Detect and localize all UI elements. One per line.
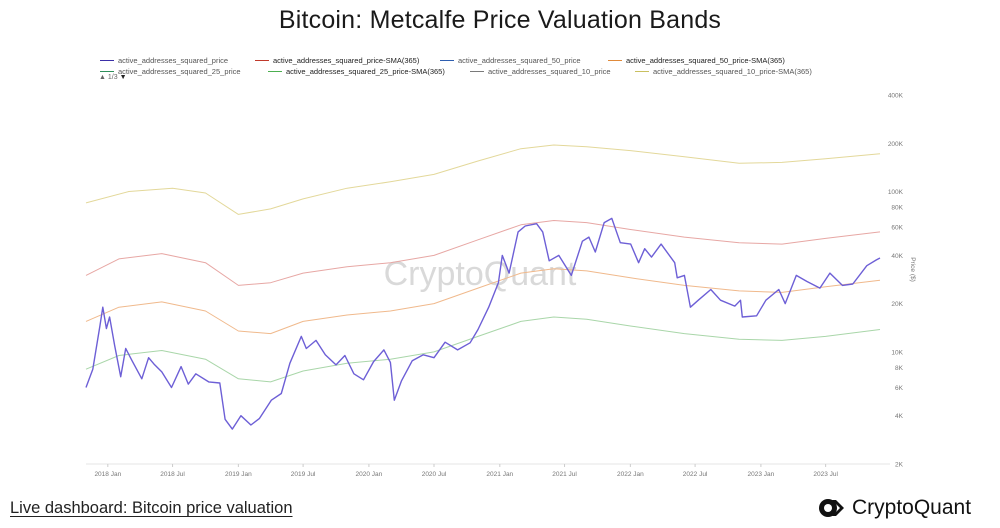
series-line-3 — [85, 316, 881, 383]
legend-item[interactable]: active_addresses_squared_25_price — [100, 67, 241, 76]
legend-item[interactable]: active_addresses_squared_50_price-SMA(36… — [608, 56, 785, 65]
live-dashboard-link[interactable]: Live dashboard: Bitcoin price valuation — [10, 499, 293, 517]
watermark-layer: CryptoQuant — [384, 255, 577, 293]
y-tick-label: 40K — [891, 253, 903, 260]
legend-swatch — [608, 60, 622, 61]
legend-item[interactable]: active_addresses_squared_price-SMA(365) — [255, 56, 419, 65]
y-tick-label: 20K — [891, 301, 903, 308]
x-tick-label: 2020 Jul — [422, 471, 447, 478]
legend-label: active_addresses_squared_50_price — [458, 56, 581, 65]
legend-swatch — [635, 71, 649, 72]
series-line-1 — [85, 220, 881, 286]
legend-label: active_addresses_squared_25_price-SMA(36… — [286, 67, 445, 76]
legend-label: active_addresses_squared_50_price-SMA(36… — [626, 56, 785, 65]
y-tick-label: 400K — [888, 93, 904, 100]
y-tick-label: 4K — [895, 413, 904, 420]
legend-swatch — [268, 71, 282, 72]
x-tick-label: 2021 Jan — [486, 471, 513, 478]
legend-label: active_addresses_squared_10_price-SMA(36… — [653, 67, 812, 76]
y-tick-label: 200K — [888, 141, 904, 148]
legend-label: active_addresses_squared_25_price — [118, 67, 241, 76]
legend-item[interactable]: active_addresses_squared_10_price — [470, 67, 611, 76]
x-tick-label: 2022 Jul — [683, 471, 708, 478]
y-tick-label: 2K — [895, 462, 904, 469]
legend-page-indicator: 1/3 — [107, 74, 118, 81]
x-tick-label: 2018 Jan — [94, 471, 121, 478]
x-tick-label: 2020 Jan — [356, 471, 383, 478]
x-tick-label: 2023 Jan — [748, 471, 775, 478]
y-tick-label: 100K — [888, 189, 904, 196]
y-tick-label: 60K — [891, 225, 903, 232]
x-tick-label: 2022 Jan — [617, 471, 644, 478]
chart-title: Bitcoin: Metcalfe Price Valuation Bands — [278, 6, 722, 34]
legend-pager: ▲ 1/3 ▼ — [99, 74, 127, 81]
y-tick-label: 10K — [891, 349, 903, 356]
legend-label: active_addresses_squared_price — [118, 56, 229, 65]
brand-logo: CryptoQuant — [818, 496, 971, 520]
legend-item[interactable]: active_addresses_squared_50_price — [440, 56, 581, 65]
legend-item[interactable]: active_addresses_squared_10_price-SMA(36… — [635, 67, 812, 76]
series-layer — [85, 144, 881, 430]
legend-prev-icon[interactable]: ▲ — [99, 74, 106, 81]
x-tick-label: 2023 Jul — [813, 471, 838, 478]
y-tick-label: 6K — [895, 385, 904, 392]
cryptoquant-logo-icon — [819, 499, 844, 517]
axis-layer: 2K 4K 6K 8K 10K 20K 40K 60K 80K 100K 200K 400K Price… — [94, 93, 916, 479]
legend-swatch — [100, 71, 114, 72]
legend: active_addresses_squared_price active_ad… — [100, 56, 880, 80]
legend-next-icon[interactable]: ▼ — [119, 74, 127, 81]
series-line-4 — [85, 217, 881, 430]
legend-swatch — [100, 60, 114, 61]
x-tick-label: 2021 Jul — [552, 471, 577, 478]
legend-swatch — [255, 60, 269, 61]
legend-label: active_addresses_squared_price-SMA(365) — [273, 56, 420, 65]
legend-item[interactable]: active_addresses_squared_price — [100, 56, 228, 65]
brand-name: CryptoQuant — [852, 496, 972, 519]
series-line-2 — [85, 268, 881, 335]
y-tick-label: 80K — [891, 205, 903, 212]
y-tick-label: 8K — [895, 365, 904, 372]
price-chart: CryptoQuant 2K4K6K8K10K20K40K60K80K100K2… — [85, 93, 916, 479]
legend-label: active_addresses_squared_10_price — [488, 67, 611, 76]
x-tick-label: 2019 Jan — [225, 471, 252, 478]
legend-swatch — [470, 71, 484, 72]
series-line-0 — [85, 144, 881, 215]
x-tick-label: 2019 Jul — [291, 471, 316, 478]
watermark: CryptoQuant — [384, 255, 577, 293]
x-tick-label: 2018 Jul — [160, 471, 185, 478]
y-axis-title: Price ($) — [909, 257, 916, 282]
legend-item[interactable]: active_addresses_squared_25_price-SMA(36… — [268, 67, 445, 76]
legend-swatch — [440, 60, 454, 61]
